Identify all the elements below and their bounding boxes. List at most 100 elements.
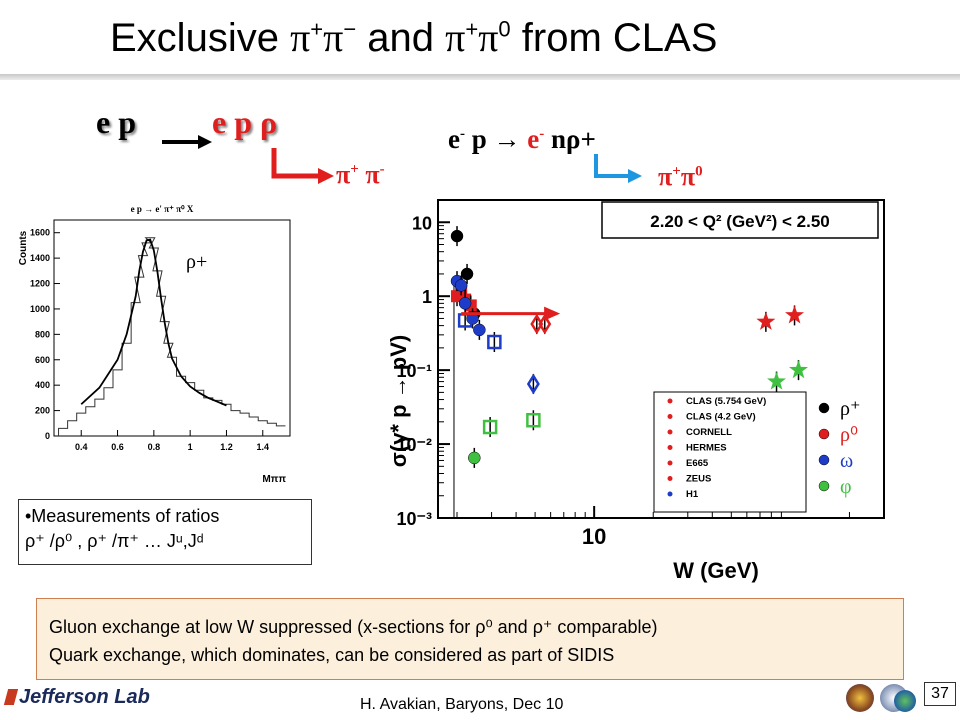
- ratios-bullet: •Measurements of ratios: [25, 506, 220, 526]
- legend-meson-label: ρ⁺: [840, 398, 861, 420]
- legend-experiment-label: ZEUS: [686, 474, 711, 485]
- red-arrow-head: [544, 306, 561, 321]
- title-divider: [0, 74, 960, 80]
- cross-section-legend: CLAS (5.754 GeV) CLAS (4.2 GeV) CORNELL HER…: [653, 391, 861, 513]
- decay1-pi-minus: π: [365, 160, 380, 189]
- histogram-ytick-label: 600: [35, 355, 50, 365]
- decay2-arrow-shaft: [594, 154, 630, 178]
- reaction1-rhs: e p ρ: [212, 104, 278, 140]
- reaction2-e-out: e: [527, 124, 540, 154]
- legend-meson-label: ω: [840, 450, 853, 472]
- data-point-omega: [487, 334, 502, 350]
- reaction1-lhs: e p: [96, 104, 136, 140]
- decay2-pi-plus: π: [658, 162, 673, 191]
- legend-experiment-marker: [667, 445, 673, 450]
- legend-experiment-label: CLAS (4.2 GeV): [686, 412, 756, 423]
- decay1-pi-plus: π: [336, 160, 351, 189]
- histogram-ytick-label: 400: [35, 380, 50, 390]
- decay1-arrow-head: [318, 168, 334, 184]
- histogram-ytick-label: 1200: [30, 279, 50, 289]
- data-point-phi: [468, 451, 481, 465]
- decay2-pi-zero: π: [680, 162, 696, 191]
- legend-frame: [653, 391, 807, 513]
- q2-range-annotation: 2.20 < Q² (GeV²) < 2.50: [650, 212, 830, 231]
- reaction-ep-to-ep-rho: e p e p ρ: [96, 104, 277, 141]
- decay1-pi-plus-charge: +: [350, 161, 359, 178]
- histogram-xtick-label: 0.6: [111, 442, 124, 452]
- histogram-ytick-label: 800: [35, 329, 50, 339]
- title-pi-3: π: [445, 15, 466, 60]
- reaction2-e-out-charge: -: [539, 126, 545, 142]
- data-point-omega: [473, 323, 486, 337]
- histogram-ytick-label: 200: [35, 406, 50, 416]
- title-pi-2: π: [323, 15, 344, 60]
- histogram-ytick-label: 0: [45, 431, 50, 441]
- decay2-products: π+π0: [658, 162, 703, 192]
- title-pi-4: π: [478, 15, 499, 60]
- histogram-xtick-label: 1: [188, 442, 193, 452]
- reaction2-e: e: [448, 124, 460, 154]
- histogram-xtick-label: 1.4: [257, 442, 270, 452]
- reaction2-e-charge: -: [459, 126, 465, 142]
- cross-section-ytick-label: 10: [412, 213, 432, 233]
- cross-section-ylabel: σ(γ* p → pV): [386, 335, 411, 467]
- reaction1-arrows: [162, 135, 334, 184]
- title-pi-3-charge: +: [465, 16, 479, 42]
- data-point-omega: [458, 297, 472, 310]
- data-point-phi: [767, 371, 787, 390]
- decay1-arrow-shaft: [271, 148, 320, 179]
- histogram-fit-curve: [80, 238, 227, 407]
- data-point-rhozero: [756, 311, 776, 330]
- jefferson-lab-logo: Jefferson Lab: [3, 686, 150, 709]
- conclusion-box: Gluon exchange at low W suppressed (x-se…: [36, 598, 904, 680]
- legend-meson-marker: [818, 454, 830, 466]
- legend-experiment-label: CLAS (5.754 GeV): [686, 396, 766, 407]
- decay2-pi-zero-charge: 0: [695, 163, 703, 180]
- q2-range-box: [601, 201, 879, 239]
- data-point-rhoplus: [450, 229, 464, 243]
- conclusion-line-1: Gluon exchange at low W suppressed (x-se…: [49, 617, 658, 637]
- cross-section-frame: [437, 199, 885, 519]
- data-point-phi: [788, 360, 809, 379]
- reaction-ep-to-en-rho-plus: e- p → e- nρ+: [448, 124, 596, 155]
- histogram-title: e p → e' π⁺ π⁰ X: [131, 204, 194, 214]
- legend-experiment-label: E665: [686, 458, 709, 469]
- data-point-phi: [482, 419, 498, 435]
- conclusion-line-2: Quark exchange, which dominates, can be …: [49, 645, 615, 665]
- data-point-phi: [526, 412, 541, 428]
- data-point-rhozero: [785, 305, 805, 324]
- legend-experiment-marker: [667, 476, 673, 481]
- title-pi-2-charge: −: [343, 16, 357, 42]
- legend-meson-marker: [818, 428, 830, 440]
- page-number: 37: [924, 682, 956, 706]
- ratios-line: ρ⁺ /ρ⁰ , ρ⁺ /π⁺ … Jᵘ,Jᵈ: [25, 531, 204, 551]
- decay2-pi-plus-charge: +: [672, 163, 681, 180]
- title-text-mid: and: [356, 16, 446, 60]
- cross-section-ytick-label: 10⁻²: [396, 435, 432, 455]
- title-pi-4-charge: 0: [498, 16, 511, 42]
- red-highlight-arrow: [461, 306, 561, 321]
- legend-meson-label: φ: [840, 476, 852, 498]
- reaction1-arrow-head: [198, 135, 212, 149]
- legend-meson-marker: [818, 480, 830, 492]
- histogram-xtick-label: 0.4: [75, 442, 88, 452]
- title-pi-1: π: [290, 15, 311, 60]
- histogram-xtick-label: 0.8: [148, 442, 161, 452]
- reaction2-tail: nρ+: [544, 124, 596, 154]
- doe-logo: [894, 690, 916, 712]
- legend-experiment-marker: [667, 414, 673, 419]
- data-point-omega: [526, 373, 540, 395]
- histogram-frame: [53, 219, 291, 437]
- legend-meson-marker: [818, 402, 830, 414]
- histogram-ytick-label: 1000: [30, 304, 50, 314]
- decay1-products: π+ π-: [336, 160, 385, 190]
- histogram-xlabel: Mππ: [262, 474, 286, 485]
- histogram-ylabel: Counts: [18, 230, 29, 265]
- legend-experiment-marker: [667, 491, 673, 497]
- jefferson-lab-logo-text: Jefferson Lab: [19, 686, 150, 708]
- cross-section-ytick-label: 1: [422, 287, 432, 307]
- histogram-annotation-rho-plus: ρ+: [186, 251, 207, 273]
- data-point-rhozero: [538, 313, 552, 335]
- footer-text: H. Avakian, Baryons, Dec 10: [360, 696, 564, 713]
